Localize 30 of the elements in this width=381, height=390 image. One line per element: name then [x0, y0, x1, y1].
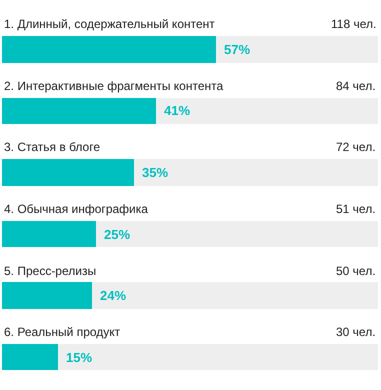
bar — [2, 221, 96, 247]
y-tick-label: 1. Длинный, содержательный контент — [4, 17, 216, 31]
y-tick-label: 2. Интерактивные фрагменты контента — [4, 79, 224, 93]
data-label: 24% — [100, 288, 126, 303]
annotation: 118 чел. — [331, 17, 376, 31]
bar — [92, 282, 378, 309]
bar — [58, 344, 378, 370]
bar — [2, 36, 216, 63]
bar — [2, 159, 134, 186]
y-tick-label: 6. Реальный продукт — [4, 325, 121, 339]
bar — [2, 98, 156, 124]
data-label: 25% — [104, 227, 130, 242]
data-label: 15% — [66, 350, 92, 365]
y-tick-label: 3. Статья в блоге — [4, 140, 100, 154]
bar — [216, 36, 378, 63]
annotation: 30 чел. — [336, 325, 376, 339]
annotation: 72 чел. — [336, 140, 376, 154]
bar — [2, 282, 92, 309]
bar — [96, 221, 378, 247]
annotation: 84 чел. — [336, 79, 376, 93]
annotation: 50 чел. — [336, 264, 376, 278]
annotation: 51 чел. — [336, 202, 376, 216]
bar — [134, 159, 378, 186]
y-tick-label: 4. Обычная инфографика — [4, 202, 148, 216]
data-label: 41% — [164, 103, 190, 118]
data-label: 57% — [224, 42, 250, 57]
bar — [156, 98, 378, 124]
bar — [2, 344, 58, 370]
data-label: 35% — [142, 165, 168, 180]
y-tick-label: 5. Пресс-релизы — [4, 264, 96, 278]
